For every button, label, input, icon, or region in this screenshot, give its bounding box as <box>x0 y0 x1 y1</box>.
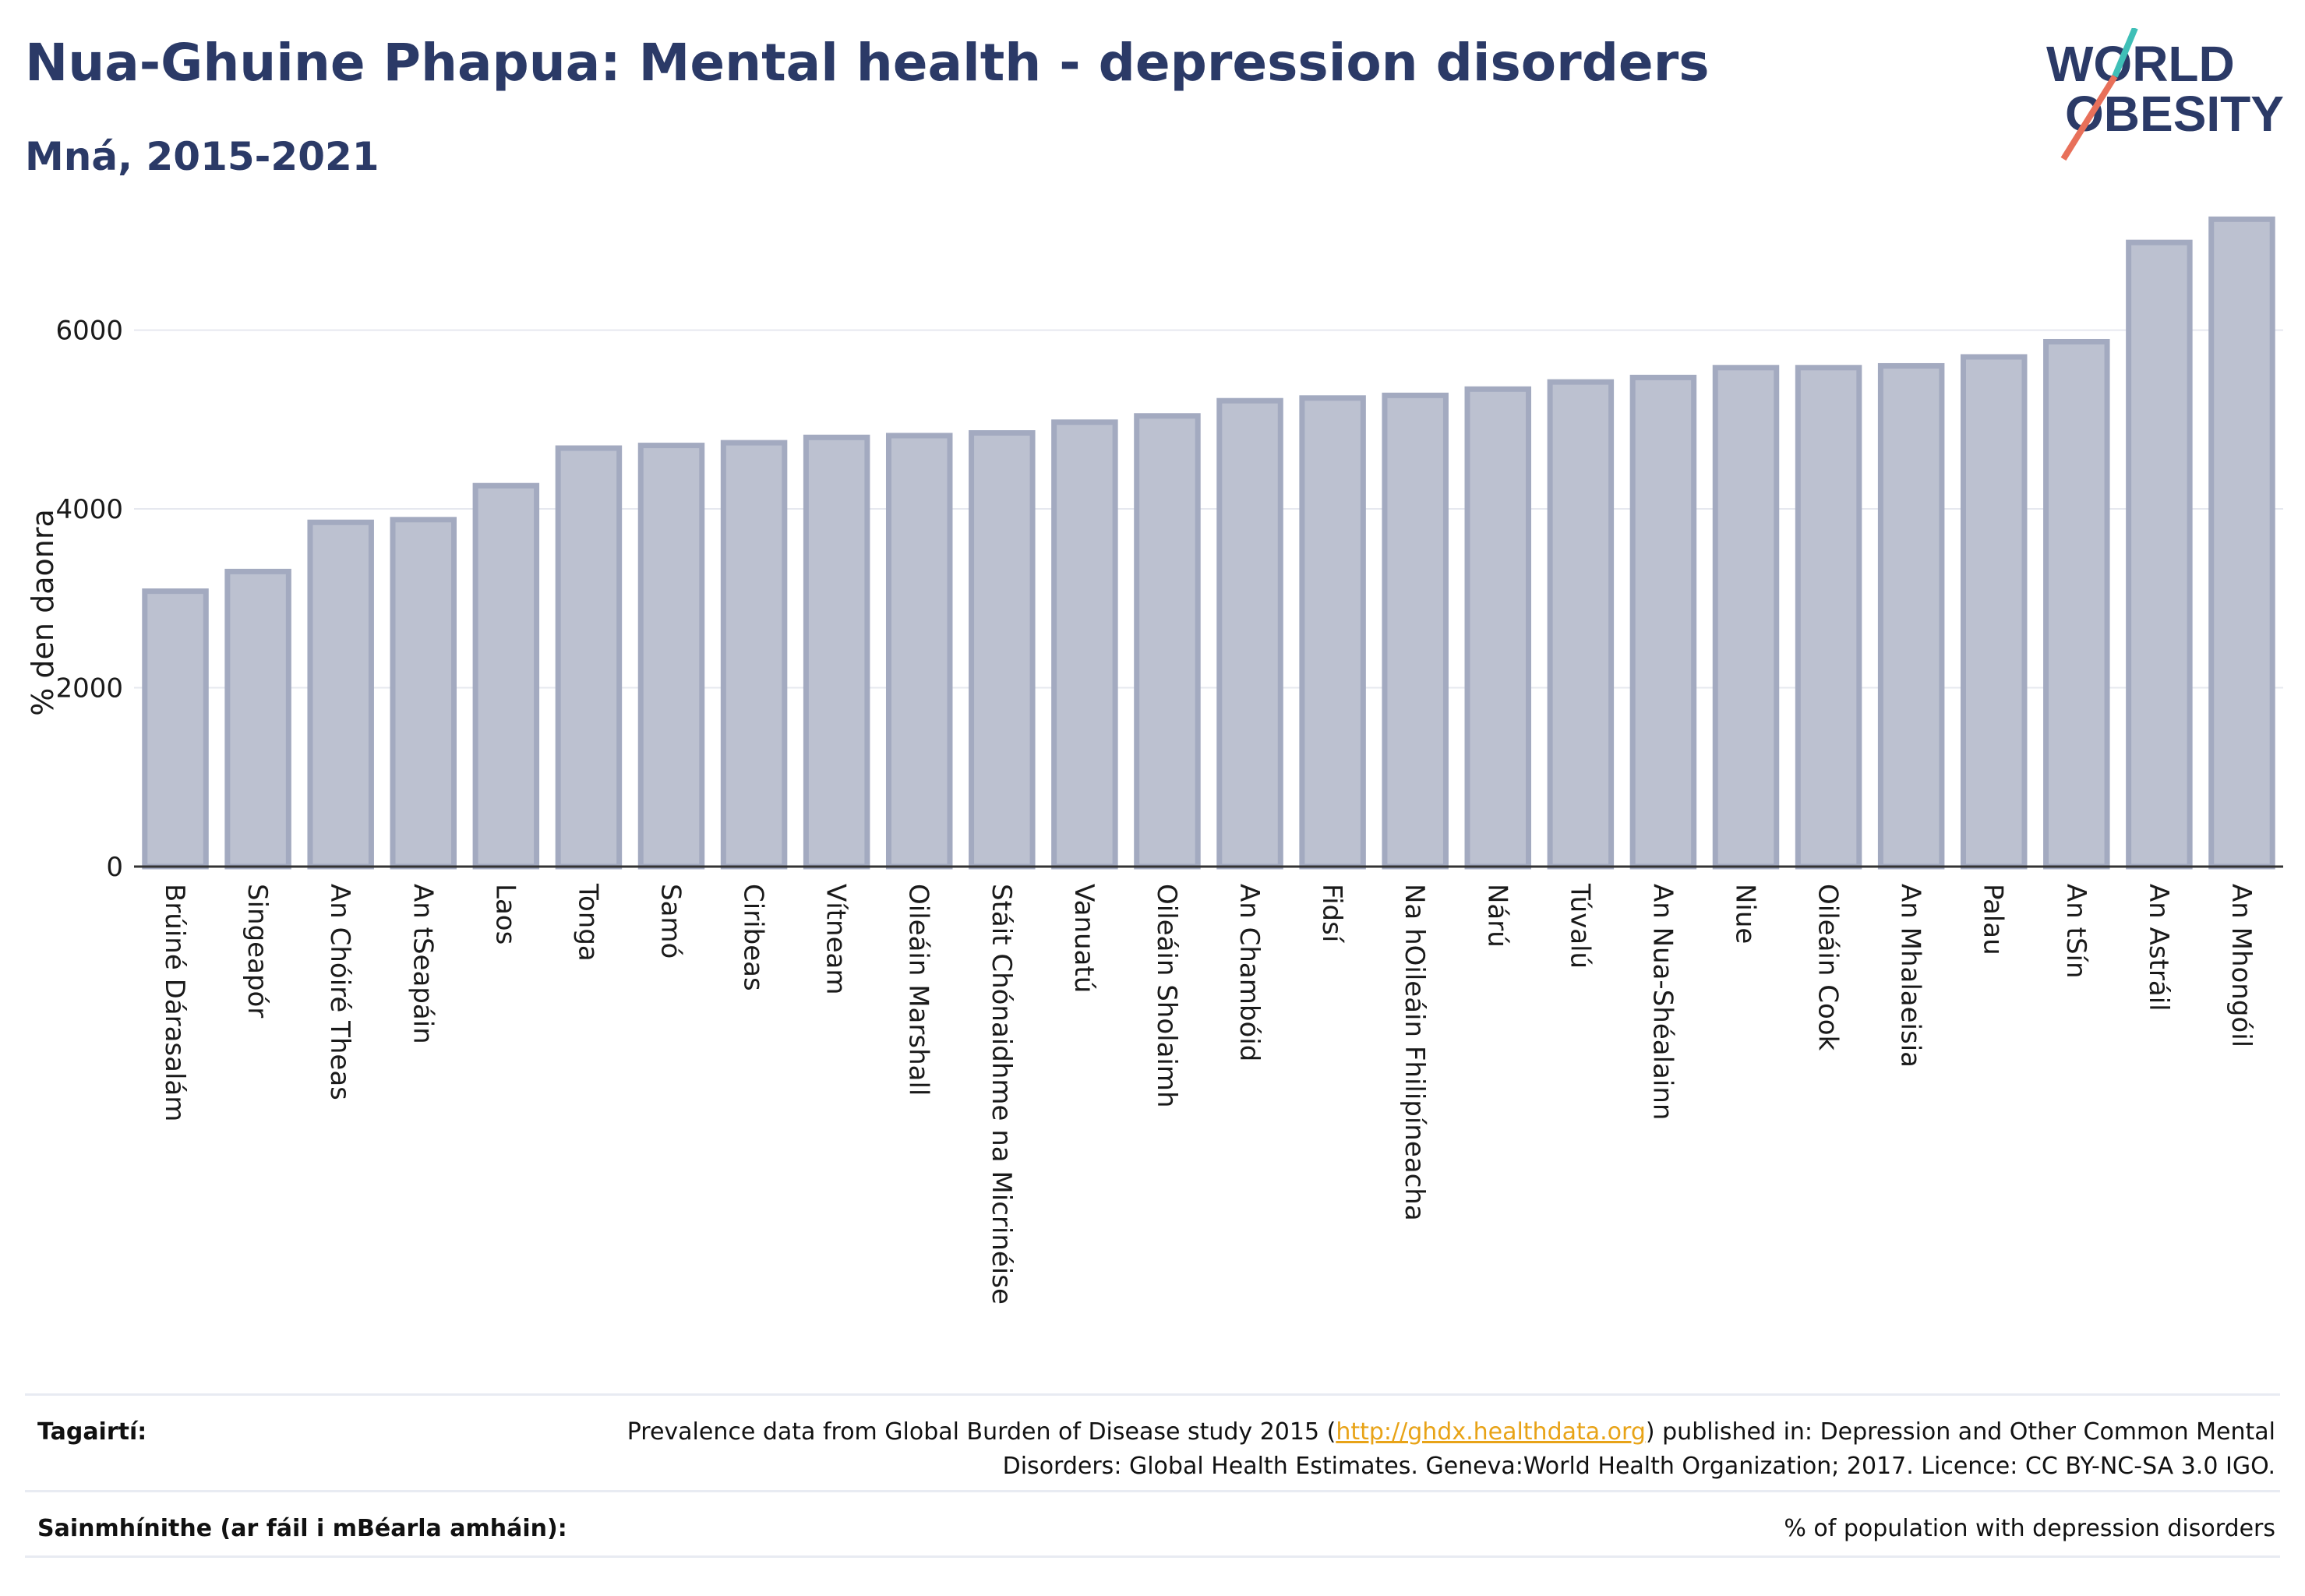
bar <box>1299 395 1366 870</box>
bar <box>969 430 1036 870</box>
x-category-label: An tSín <box>2060 884 2091 979</box>
x-category-label: Singeapór <box>242 884 273 1018</box>
bar <box>1547 379 1615 870</box>
references-text: Prevalence data from Global Burden of Di… <box>561 1415 2275 1484</box>
x-category-label: Vítneam <box>821 884 852 994</box>
logo-graphic: WORLD OBESITY <box>2046 28 2284 161</box>
x-category-label: Brúiné Dárasalám <box>159 884 190 1121</box>
x-category-label: Nárú <box>1481 884 1513 948</box>
y-tick-label: 0 <box>106 852 123 883</box>
bar <box>472 482 540 870</box>
definitions-label: Sainmhínithe (ar fáil i mBéarla amháin): <box>37 1515 567 1542</box>
x-category-label: Oileáin Sholaimh <box>1151 884 1182 1108</box>
bar-chart: 0 2000 4000 6000 % den daonra Brúiné Dárasalá… <box>26 216 2283 1305</box>
x-category-label: An Nua-Shéalainn <box>1647 884 1678 1120</box>
bar <box>637 443 705 870</box>
logo-slash-top <box>2112 28 2138 78</box>
y-tick-label: 6000 <box>55 316 123 347</box>
references-post: ) published in: Depression and Other Com… <box>1002 1418 2275 1480</box>
x-category-label: Oileáin Marshall <box>903 884 934 1096</box>
x-category-label: Niue <box>1730 884 1761 944</box>
x-category-label: An Astráil <box>2143 884 2174 1012</box>
bar <box>390 517 457 870</box>
x-category-label: Samó <box>655 884 687 959</box>
x-category-label: Stáit Chónaidhme na Micrinéise <box>986 884 1017 1305</box>
footer-divider-top <box>25 1393 2280 1396</box>
bar <box>1795 365 1862 870</box>
x-category-label: An Chóiré Theas <box>324 884 355 1100</box>
y-tick-label: 4000 <box>55 494 123 525</box>
bar <box>1629 374 1697 870</box>
x-category-label: Palau <box>1978 884 2009 955</box>
x-category-label: An tSeapáin <box>407 884 438 1044</box>
bar <box>307 519 374 870</box>
bar <box>1960 354 2028 870</box>
x-category-label: Túvalú <box>1564 883 1595 969</box>
x-category-label: Laos <box>489 884 521 945</box>
chart-title: Nua-Ghuine Phapua: Mental health - depre… <box>25 33 1710 93</box>
bar <box>1712 365 1780 870</box>
bar <box>1382 392 1449 870</box>
bar <box>142 588 209 870</box>
bar <box>2208 216 2275 870</box>
x-category-label: Vanuatú <box>1068 884 1100 993</box>
bar <box>1134 413 1201 870</box>
x-category-label: An Chambóid <box>1234 884 1265 1061</box>
footer-divider-bottom <box>25 1555 2280 1558</box>
x-category-label: Oileáin Cook <box>1813 884 1844 1051</box>
bar <box>1051 419 1118 870</box>
references-link[interactable]: http://ghdx.healthdata.org <box>1336 1418 1646 1446</box>
bar <box>803 434 870 870</box>
x-category-label: An Mhongóil <box>2226 884 2257 1047</box>
logo-line1: WORLD <box>2046 36 2235 92</box>
bar <box>224 568 291 870</box>
x-category-label: Ciribeas <box>738 884 769 991</box>
references-label: Tagairtí: <box>37 1418 147 1446</box>
bar <box>2126 239 2193 870</box>
y-tick-label: 2000 <box>55 673 123 704</box>
world-obesity-logo[interactable]: WORLD OBESITY <box>2042 28 2291 168</box>
chart-subtitle: Mná, 2015-2021 <box>25 134 379 179</box>
bar <box>1877 362 1945 870</box>
references-pre: Prevalence data from Global Burden of Di… <box>627 1418 1336 1446</box>
x-category-label: An Mhalaeisia <box>1895 884 1926 1068</box>
logo-slash-bottom <box>2060 74 2118 161</box>
x-category-label: Na hOileáin Fhilipíneacha <box>1399 884 1430 1221</box>
x-category-label: Fidsí <box>1316 884 1347 944</box>
bar <box>1464 386 1532 870</box>
definitions-text: % of population with depression disorder… <box>1784 1515 2275 1542</box>
bar <box>555 445 623 870</box>
footer-divider-middle <box>25 1490 2280 1492</box>
bar <box>885 433 953 870</box>
x-category-label: Tonga <box>572 883 603 962</box>
bar <box>2043 338 2110 870</box>
bar <box>720 440 788 870</box>
bar <box>1216 397 1283 870</box>
y-axis-title: % den daonra <box>26 509 60 716</box>
